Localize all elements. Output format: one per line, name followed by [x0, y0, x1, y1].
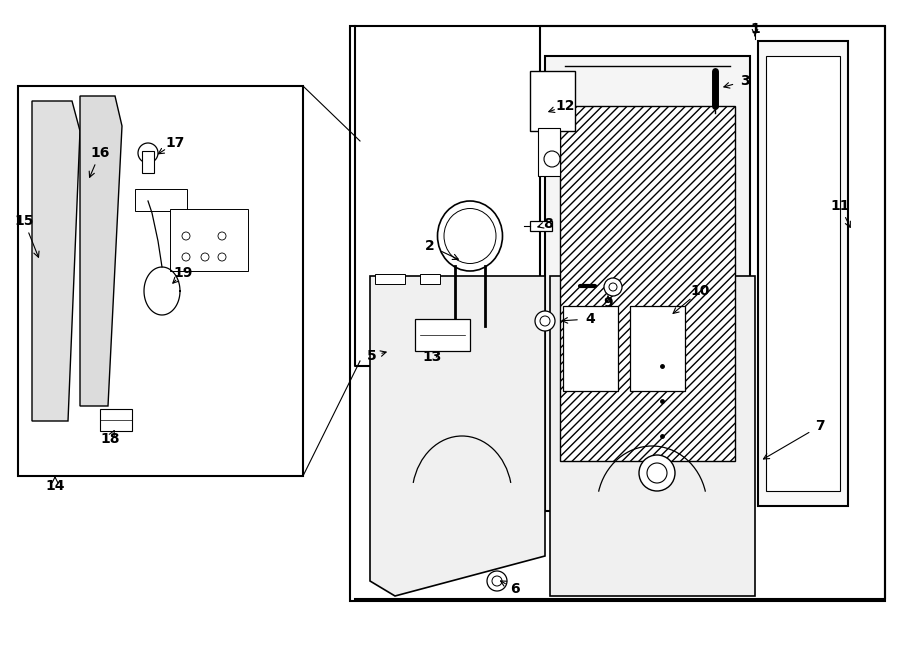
Circle shape — [535, 311, 555, 331]
Text: 17: 17 — [166, 136, 184, 150]
Text: 5: 5 — [367, 349, 377, 363]
Text: 15: 15 — [14, 214, 34, 228]
Text: 10: 10 — [690, 284, 710, 298]
Text: 14: 14 — [45, 479, 65, 493]
Text: 11: 11 — [830, 199, 850, 213]
Text: 19: 19 — [174, 266, 193, 280]
Circle shape — [182, 232, 190, 240]
Bar — [545, 56, 750, 511]
Circle shape — [492, 576, 502, 586]
Bar — [350, 26, 885, 601]
Ellipse shape — [444, 208, 496, 264]
Bar — [560, 106, 735, 461]
Circle shape — [487, 571, 507, 591]
Text: 12: 12 — [555, 99, 575, 113]
Circle shape — [647, 463, 667, 483]
Circle shape — [609, 283, 617, 291]
Bar — [170, 209, 248, 271]
Bar — [766, 56, 840, 491]
Circle shape — [218, 232, 226, 240]
Ellipse shape — [437, 201, 502, 271]
Text: 2: 2 — [425, 239, 435, 253]
Bar — [415, 319, 470, 351]
Bar — [420, 274, 440, 284]
Bar — [375, 274, 405, 284]
Text: 8: 8 — [543, 217, 553, 231]
Text: 18: 18 — [100, 432, 120, 446]
Bar — [142, 151, 154, 173]
Polygon shape — [32, 101, 80, 421]
Bar — [530, 71, 575, 131]
Bar — [538, 128, 560, 176]
Text: 3: 3 — [740, 74, 750, 88]
Text: 16: 16 — [90, 146, 110, 160]
Circle shape — [218, 253, 226, 261]
Bar — [135, 189, 187, 211]
Polygon shape — [370, 276, 545, 596]
Circle shape — [540, 316, 550, 326]
Circle shape — [639, 455, 675, 491]
Bar — [530, 221, 552, 231]
Circle shape — [604, 278, 622, 296]
Bar — [563, 306, 618, 391]
Circle shape — [201, 253, 209, 261]
Bar — [18, 86, 303, 476]
Text: 1: 1 — [750, 22, 760, 36]
Circle shape — [138, 143, 158, 163]
Circle shape — [182, 253, 190, 261]
Bar — [630, 306, 685, 391]
Text: 13: 13 — [422, 350, 442, 364]
Circle shape — [544, 151, 560, 167]
Text: 7: 7 — [815, 419, 824, 433]
Text: 9: 9 — [603, 296, 613, 310]
Bar — [758, 41, 848, 506]
Text: 6: 6 — [510, 582, 520, 596]
Polygon shape — [80, 96, 122, 406]
Bar — [100, 409, 132, 431]
Bar — [550, 276, 755, 596]
Text: 4: 4 — [585, 312, 595, 326]
